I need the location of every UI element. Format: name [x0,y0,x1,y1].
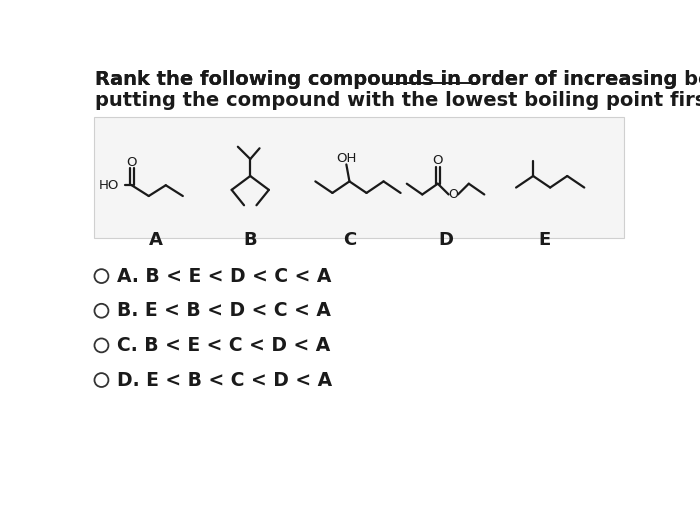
Bar [94,117,624,238]
Text: E: E [538,232,551,249]
Text: B: B [244,232,257,249]
Text: A. B < E < D < C < A: A. B < E < D < C < A [117,267,331,285]
Text: C: C [343,232,356,249]
Text: A: A [149,232,162,249]
Text: O: O [449,188,458,201]
Text: Rank the following compounds in order of increasing boiling point,: Rank the following compounds in order of… [95,70,700,89]
Text: O: O [127,156,137,169]
Text: OH: OH [336,152,356,165]
Text: putting the compound with the lowest boiling point first.: putting the compound with the lowest boi… [95,92,700,110]
Text: Rank the following compounds in order of increasing: Rank the following compounds in order of… [95,70,685,89]
Text: D. E < B < C < D < A: D. E < B < C < D < A [117,371,332,389]
Text: O: O [433,154,443,167]
Text: HO: HO [99,179,119,192]
Text: B. E < B < D < C < A: B. E < B < D < C < A [117,301,331,320]
Text: D: D [438,232,453,249]
Text: C. B < E < C < D < A: C. B < E < C < D < A [117,336,330,355]
